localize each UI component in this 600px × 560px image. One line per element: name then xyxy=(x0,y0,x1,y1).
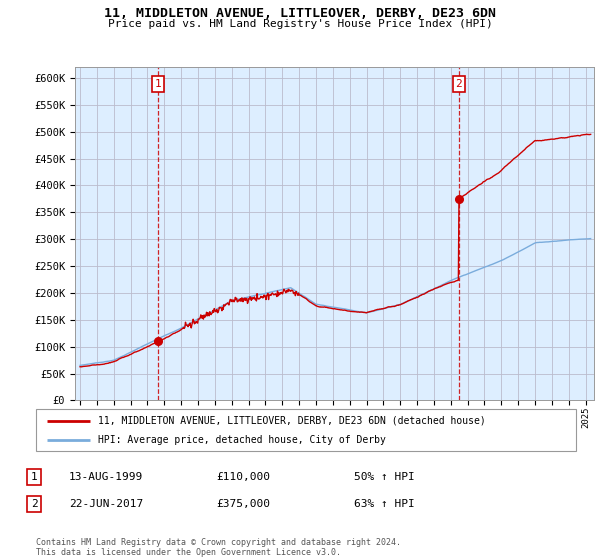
Text: 13-AUG-1999: 13-AUG-1999 xyxy=(69,472,143,482)
Text: HPI: Average price, detached house, City of Derby: HPI: Average price, detached house, City… xyxy=(98,435,386,445)
Text: 1: 1 xyxy=(31,472,38,482)
Text: £375,000: £375,000 xyxy=(216,499,270,509)
Text: 2: 2 xyxy=(455,79,462,89)
Text: 11, MIDDLETON AVENUE, LITTLEOVER, DERBY, DE23 6DN: 11, MIDDLETON AVENUE, LITTLEOVER, DERBY,… xyxy=(104,7,496,20)
FancyBboxPatch shape xyxy=(36,409,576,451)
Text: £110,000: £110,000 xyxy=(216,472,270,482)
Text: 63% ↑ HPI: 63% ↑ HPI xyxy=(354,499,415,509)
Text: 11, MIDDLETON AVENUE, LITTLEOVER, DERBY, DE23 6DN (detached house): 11, MIDDLETON AVENUE, LITTLEOVER, DERBY,… xyxy=(98,416,486,426)
Text: 1: 1 xyxy=(155,79,161,89)
Text: 22-JUN-2017: 22-JUN-2017 xyxy=(69,499,143,509)
Text: 2: 2 xyxy=(31,499,38,509)
Text: Price paid vs. HM Land Registry's House Price Index (HPI): Price paid vs. HM Land Registry's House … xyxy=(107,19,493,29)
Text: Contains HM Land Registry data © Crown copyright and database right 2024.
This d: Contains HM Land Registry data © Crown c… xyxy=(36,538,401,557)
Text: 50% ↑ HPI: 50% ↑ HPI xyxy=(354,472,415,482)
